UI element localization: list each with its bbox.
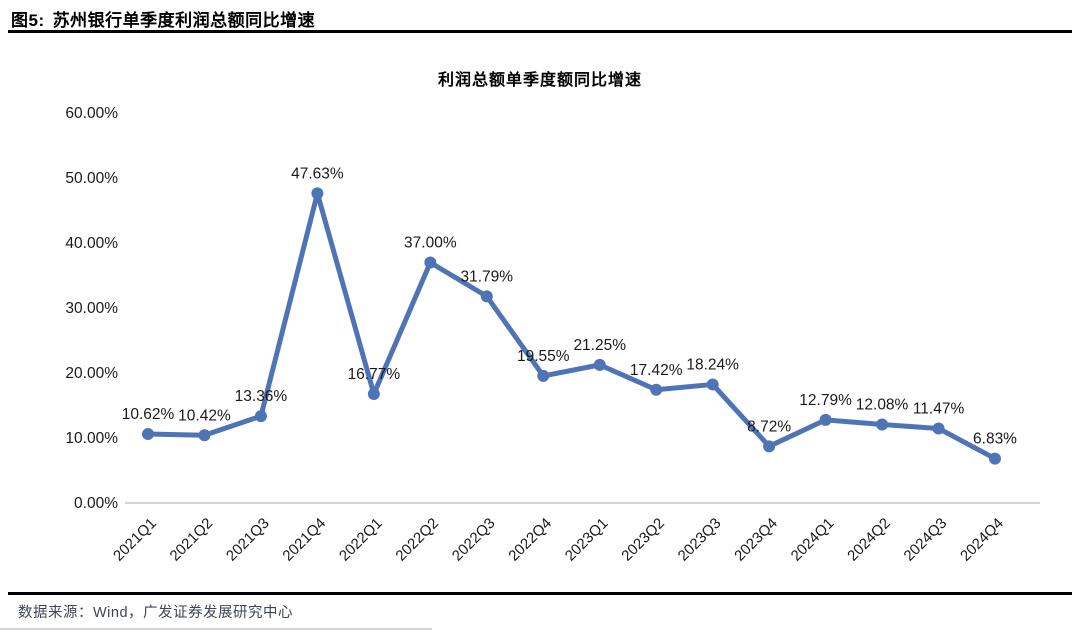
data-point-marker [254, 410, 267, 423]
data-point-label: 47.63% [291, 165, 344, 182]
data-point-marker [819, 413, 832, 426]
data-point-label: 31.79% [461, 268, 514, 285]
data-point-marker [706, 378, 719, 391]
x-tick-label: 2024Q1 [788, 515, 838, 565]
data-point-label: 11.47% [913, 400, 965, 417]
footer-divider [8, 592, 1072, 595]
data-point-label: 21.25% [573, 337, 626, 354]
y-tick-label: 0.00% [74, 495, 118, 512]
data-point-marker [989, 452, 1001, 465]
header-divider [8, 30, 1072, 33]
figure-number-label: 图5: [11, 11, 45, 30]
x-tick-label: 2021Q1 [110, 515, 160, 565]
data-point-label: 16.77% [348, 366, 401, 383]
y-tick-label: 10.00% [65, 430, 118, 447]
figure-title: 苏州银行单季度利润总额同比增速 [52, 11, 316, 30]
figure-caption: 图5: 苏州银行单季度利润总额同比增速 [11, 6, 315, 31]
data-point-label: 18.24% [686, 356, 739, 373]
y-tick-label: 40.00% [65, 235, 118, 252]
x-tick-label: 2023Q1 [562, 515, 612, 565]
data-point-marker [537, 369, 550, 382]
data-point-marker [142, 427, 154, 440]
data-point-marker [480, 290, 493, 303]
x-tick-label: 2021Q4 [279, 515, 329, 565]
x-tick-label: 2024Q3 [901, 515, 951, 565]
data-point-label: 6.83% [973, 431, 1017, 448]
y-tick-label: 30.00% [65, 300, 118, 317]
data-point-label: 37.00% [404, 235, 457, 252]
data-point-label: 10.42% [178, 407, 231, 424]
data-point-marker [932, 422, 945, 435]
data-point-marker [367, 387, 380, 400]
x-tick-label: 2022Q1 [336, 515, 386, 565]
data-point-label: 12.79% [799, 392, 852, 409]
x-tick-label: 2024Q4 [957, 515, 1007, 565]
x-tick-label: 2023Q4 [731, 515, 781, 565]
x-tick-label: 2023Q2 [618, 515, 668, 565]
data-point-label: 8.72% [747, 418, 791, 435]
x-tick-label: 2021Q2 [167, 515, 217, 565]
x-tick-label: 2024Q2 [844, 515, 894, 565]
data-point-marker [593, 358, 606, 371]
data-point-marker [424, 256, 437, 269]
y-tick-label: 20.00% [65, 365, 118, 382]
x-tick-label: 2022Q2 [392, 515, 442, 565]
chart-title: 利润总额单季度额同比增速 [437, 72, 642, 89]
data-point-label: 13.36% [235, 388, 288, 405]
y-tick-label: 60.00% [65, 105, 118, 122]
data-point-marker [311, 187, 324, 200]
data-point-label: 19.55% [517, 348, 570, 365]
data-point-label: 10.62% [122, 406, 175, 423]
x-tick-label: 2021Q3 [223, 515, 273, 565]
x-tick-label: 2022Q4 [505, 515, 555, 565]
data-point-label: 12.08% [856, 396, 909, 413]
x-tick-label: 2023Q3 [675, 515, 725, 565]
data-source-text: 数据来源：Wind，广发证券发展研究中心 [18, 605, 294, 621]
data-point-marker [198, 429, 211, 442]
data-point-marker [650, 383, 663, 396]
bottom-faint-divider [0, 628, 432, 630]
data-point-marker [763, 440, 776, 453]
data-point-label: 17.42% [630, 362, 683, 379]
data-point-marker [876, 418, 889, 431]
y-tick-label: 50.00% [65, 170, 118, 187]
series-line [145, 190, 998, 462]
x-tick-label: 2022Q3 [449, 515, 499, 565]
